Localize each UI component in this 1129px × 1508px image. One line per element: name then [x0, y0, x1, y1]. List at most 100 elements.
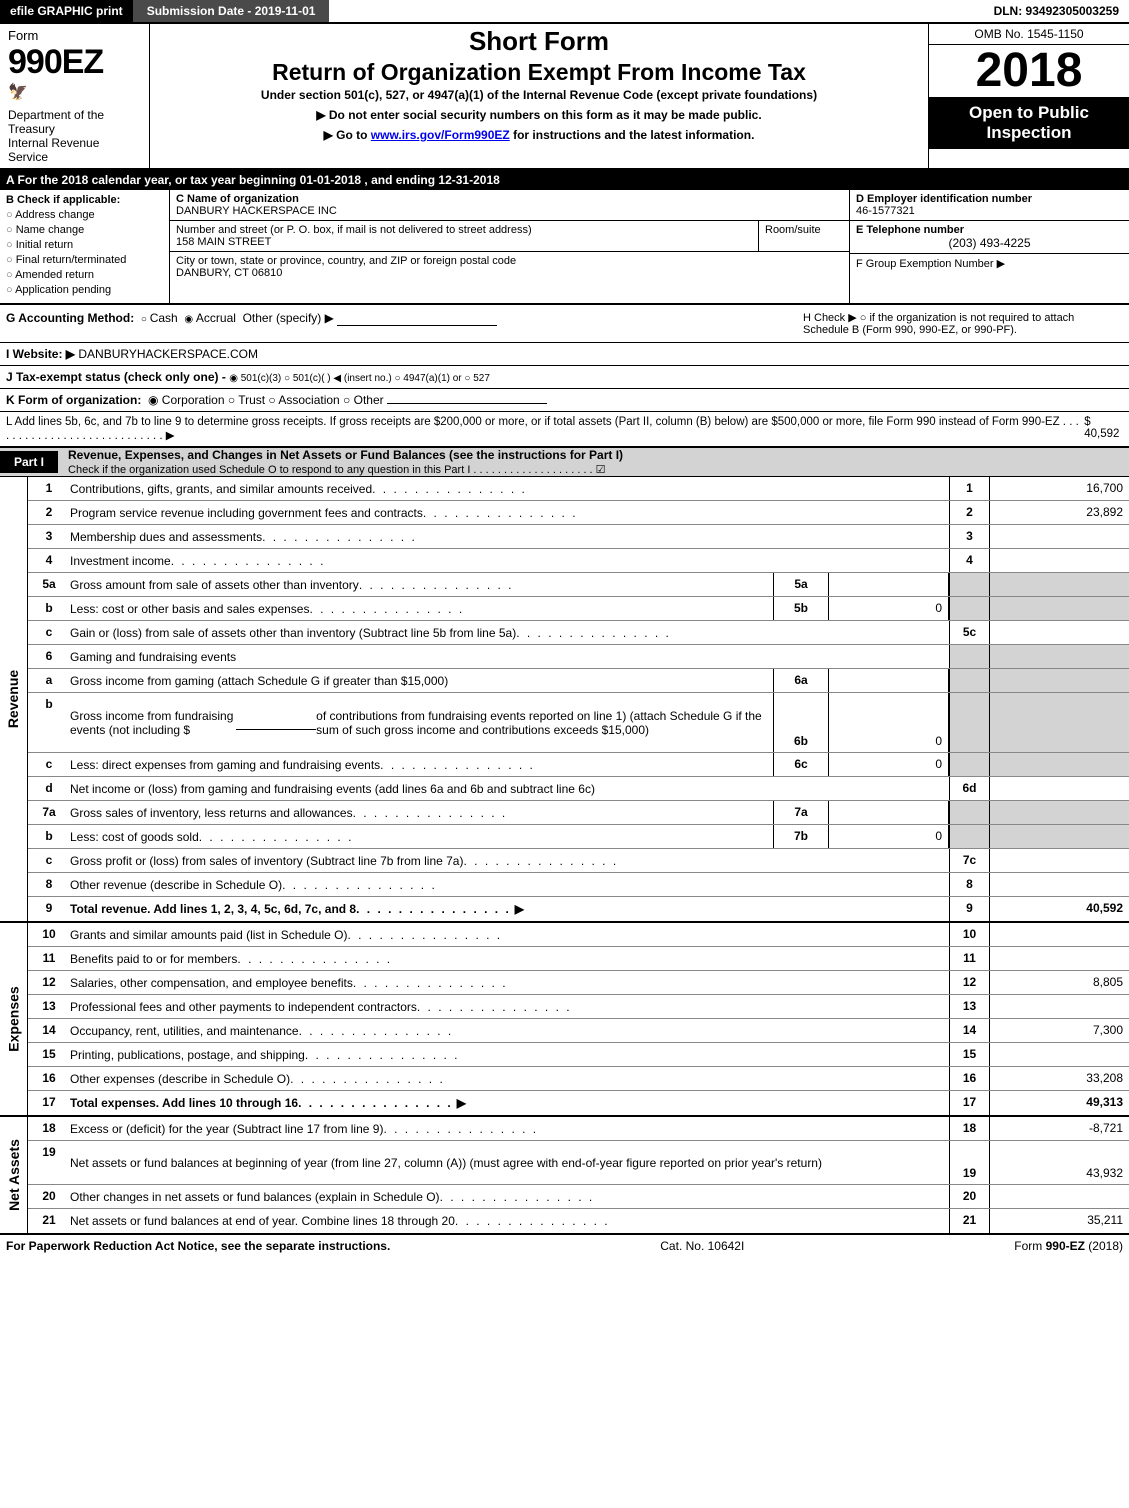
- chk-address-change[interactable]: Address change: [6, 209, 163, 221]
- col-b-checkboxes: B Check if applicable: Address change Na…: [0, 190, 170, 303]
- line-3-val: [989, 525, 1129, 548]
- part-1-header: Part I Revenue, Expenses, and Changes in…: [0, 448, 1129, 477]
- revenue-label: Revenue: [0, 477, 28, 921]
- website-value: DANBURYHACKERSPACE.COM: [78, 347, 258, 361]
- line-5a-desc: Gross amount from sale of assets other t…: [70, 573, 773, 596]
- expenses-section: Expenses 10Grants and similar amounts pa…: [0, 923, 1129, 1117]
- line-11-desc: Benefits paid to or for members: [70, 947, 949, 970]
- short-form-title: Short Form: [158, 26, 920, 57]
- k-options[interactable]: ◉ Corporation ○ Trust ○ Association ○ Ot…: [148, 393, 384, 407]
- line-5b-val: 0: [829, 597, 949, 620]
- b-label: B Check if applicable:: [6, 194, 120, 206]
- line-10-desc: Grants and similar amounts paid (list in…: [70, 923, 949, 946]
- h-schedule-b: H Check ▶ ○ if the organization is not r…: [803, 311, 1123, 336]
- line-7b-desc: Less: cost of goods sold: [70, 825, 773, 848]
- chk-application-pending[interactable]: Application pending: [6, 284, 163, 296]
- line-6c-desc: Less: direct expenses from gaming and fu…: [70, 753, 773, 776]
- line-6a-desc: Gross income from gaming (attach Schedul…: [70, 669, 773, 692]
- line-6b-desc: Gross income from fundraising events (no…: [70, 693, 773, 752]
- line-16-val: 33,208: [989, 1067, 1129, 1090]
- line-8-desc: Other revenue (describe in Schedule O): [70, 873, 949, 896]
- irs-link[interactable]: www.irs.gov/Form990EZ: [371, 128, 510, 142]
- title-block: Short Form Return of Organization Exempt…: [150, 24, 929, 168]
- c-label: C Name of organization: [176, 193, 299, 205]
- return-title: Return of Organization Exempt From Incom…: [158, 59, 920, 86]
- top-bar: efile GRAPHIC print Submission Date - 20…: [0, 0, 1129, 24]
- g-accrual[interactable]: Accrual: [184, 311, 236, 325]
- chk-name-change[interactable]: Name change: [6, 224, 163, 236]
- chk-amended-return[interactable]: Amended return: [6, 269, 163, 281]
- org-info-grid: B Check if applicable: Address change Na…: [0, 190, 1129, 305]
- line-13-desc: Professional fees and other payments to …: [70, 995, 949, 1018]
- submission-date: Submission Date - 2019-11-01: [133, 0, 330, 22]
- department-label: Department of the Treasury Internal Reve…: [8, 108, 141, 164]
- line-18-val: -8,721: [989, 1117, 1129, 1140]
- line-5b-desc: Less: cost or other basis and sales expe…: [70, 597, 773, 620]
- line-7a-desc: Gross sales of inventory, less returns a…: [70, 801, 773, 824]
- chk-initial-return[interactable]: Initial return: [6, 239, 163, 251]
- dln-number: DLN: 93492305003259: [984, 0, 1129, 22]
- line-4-desc: Investment income: [70, 549, 949, 572]
- col-c-address: C Name of organization DANBURY HACKERSPA…: [170, 190, 849, 303]
- omb-number: OMB No. 1545-1150: [929, 24, 1129, 45]
- net-assets-label: Net Assets: [0, 1117, 28, 1233]
- line-7c-desc: Gross profit or (loss) from sales of inv…: [70, 849, 949, 872]
- g-label: G Accounting Method:: [6, 311, 134, 325]
- line-1-desc: Contributions, gifts, grants, and simila…: [70, 477, 949, 500]
- line-21-desc: Net assets or fund balances at end of ye…: [70, 1209, 949, 1233]
- header-right: OMB No. 1545-1150 2018 Open to Public In…: [929, 24, 1129, 168]
- form-header: Form 990EZ 🦅 Department of the Treasury …: [0, 24, 1129, 170]
- line-9-desc: Total revenue. Add lines 1, 2, 3, 4, 5c,…: [70, 897, 949, 921]
- i-label: I Website: ▶: [6, 347, 75, 361]
- g-other[interactable]: Other (specify) ▶: [243, 311, 334, 325]
- e-label: E Telephone number: [856, 224, 964, 236]
- row-k-form-org: K Form of organization: ◉ Corporation ○ …: [0, 389, 1129, 412]
- row-i-website: I Website: ▶ DANBURYHACKERSPACE.COM: [0, 343, 1129, 366]
- page-footer: For Paperwork Reduction Act Notice, see …: [0, 1235, 1129, 1257]
- line-6b-input[interactable]: [236, 715, 316, 730]
- open-public-badge: Open to Public Inspection: [929, 97, 1129, 149]
- col-def: D Employer identification number 46-1577…: [849, 190, 1129, 303]
- j-label: J Tax-exempt status (check only one) -: [6, 370, 226, 384]
- l-amount: $ 40,592: [1084, 416, 1123, 442]
- line-15-desc: Printing, publications, postage, and shi…: [70, 1043, 949, 1066]
- org-city: DANBURY, CT 06810: [176, 267, 282, 279]
- line-6d-desc: Net income or (loss) from gaming and fun…: [70, 777, 949, 800]
- line-6b-val: 0: [829, 693, 949, 752]
- efile-print-button[interactable]: efile GRAPHIC print: [0, 0, 133, 22]
- form-id-box: Form 990EZ 🦅 Department of the Treasury …: [0, 24, 150, 168]
- g-other-input[interactable]: [337, 311, 497, 326]
- line-17-desc: Total expenses. Add lines 10 through 16: [70, 1091, 949, 1115]
- line-1-val: 16,700: [989, 477, 1129, 500]
- line-6-desc: Gaming and fundraising events: [70, 645, 949, 668]
- line-2-val: 23,892: [989, 501, 1129, 524]
- f-group-exemption: F Group Exemption Number ▶: [850, 254, 1129, 273]
- line-19-desc: Net assets or fund balances at beginning…: [70, 1141, 949, 1184]
- row-l-gross-receipts: L Add lines 5b, 6c, and 7b to line 9 to …: [0, 412, 1129, 448]
- no-ssn-notice: ▶ Do not enter social security numbers o…: [158, 108, 920, 122]
- j-options[interactable]: ◉ 501(c)(3) ○ 501(c)( ) ◀ (insert no.) ○…: [229, 373, 490, 384]
- footer-form-ref: Form 990-EZ (2018): [1014, 1239, 1123, 1253]
- form-word: Form: [8, 28, 141, 43]
- city-label: City or town, state or province, country…: [176, 255, 516, 267]
- part-1-sub: Check if the organization used Schedule …: [68, 464, 606, 476]
- k-label: K Form of organization:: [6, 393, 141, 407]
- line-14-desc: Occupancy, rent, utilities, and maintena…: [70, 1019, 949, 1042]
- g-cash[interactable]: Cash: [141, 311, 178, 325]
- org-street: 158 MAIN STREET: [176, 236, 271, 248]
- line-19-val: 43,932: [989, 1141, 1129, 1184]
- net-assets-section: Net Assets 18Excess or (deficit) for the…: [0, 1117, 1129, 1235]
- goto-line: ▶ Go to www.irs.gov/Form990EZ for instru…: [158, 128, 920, 142]
- line-16-desc: Other expenses (describe in Schedule O): [70, 1067, 949, 1090]
- under-section: Under section 501(c), 527, or 4947(a)(1)…: [158, 88, 920, 102]
- addr-label: Number and street (or P. O. box, if mail…: [176, 224, 532, 236]
- line-12-desc: Salaries, other compensation, and employ…: [70, 971, 949, 994]
- tax-year: 2018: [929, 45, 1129, 97]
- row-a-tax-year: A For the 2018 calendar year, or tax yea…: [0, 170, 1129, 190]
- line-12-val: 8,805: [989, 971, 1129, 994]
- row-g-h: G Accounting Method: Cash Accrual Other …: [0, 305, 1129, 343]
- form-number: 990EZ: [8, 43, 141, 82]
- chk-final-return[interactable]: Final return/terminated: [6, 254, 163, 266]
- line-5c-desc: Gain or (loss) from sale of assets other…: [70, 621, 949, 644]
- row-j-tax-exempt: J Tax-exempt status (check only one) - ◉…: [0, 366, 1129, 389]
